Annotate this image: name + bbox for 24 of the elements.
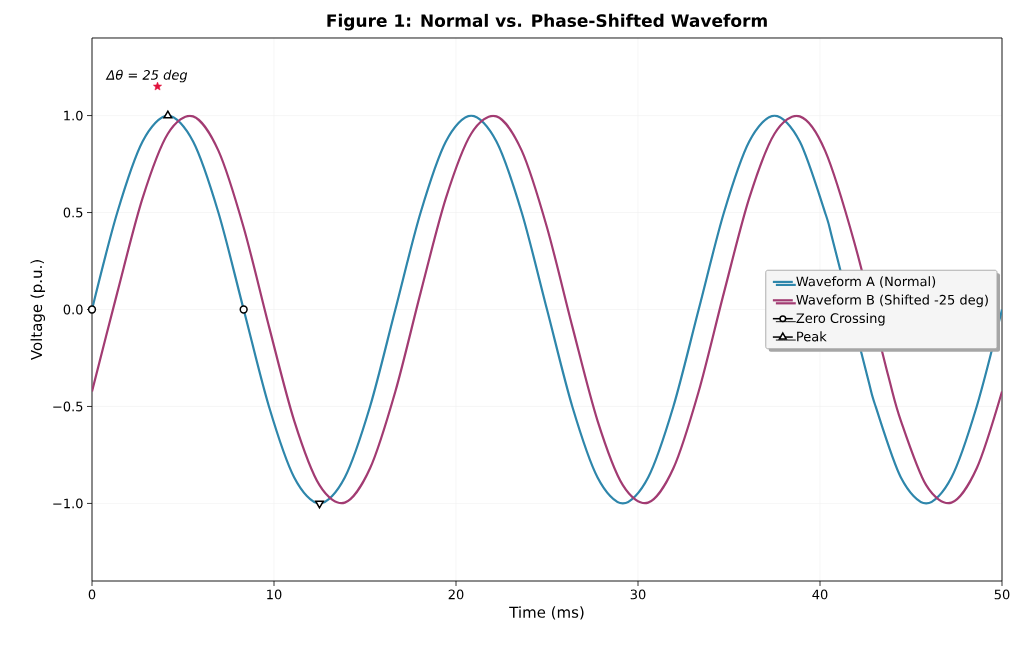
y-tick-label: 0.0	[63, 304, 83, 315]
annotation: Δθ = 25 deg	[105, 69, 188, 83]
legend-label: Zero Crossing	[796, 312, 885, 326]
x-tick-label: 10	[267, 589, 282, 600]
legend-label: Peak	[797, 331, 827, 342]
x-tick-label: 50	[994, 589, 1010, 600]
x-tick-label: 0	[88, 589, 96, 600]
y-tick-label: −1.0	[53, 498, 83, 509]
x-tick-label: 20	[448, 589, 464, 600]
y-axis-title: Voltage (p.u.)	[30, 260, 46, 361]
chart-title: Figure 1: Normal vs. Phase-Shifted Waveform	[327, 13, 767, 31]
x-axis-title: Time (ms)	[509, 606, 584, 620]
point	[153, 81, 162, 91]
x-tick-label: 30	[630, 589, 646, 600]
y-tick-label: 0.5	[63, 207, 83, 218]
point	[163, 110, 173, 119]
x-tick-label: 40	[812, 589, 828, 600]
point	[314, 500, 325, 509]
y-tick-label: 1.0	[64, 110, 83, 121]
legend-label: Waveform A (Normal)	[796, 276, 936, 288]
legend-label: Waveform B (Shifted -25 deg)	[796, 294, 988, 308]
y-tick-label: −0.5	[53, 401, 83, 412]
point	[239, 305, 248, 314]
point	[87, 305, 97, 314]
